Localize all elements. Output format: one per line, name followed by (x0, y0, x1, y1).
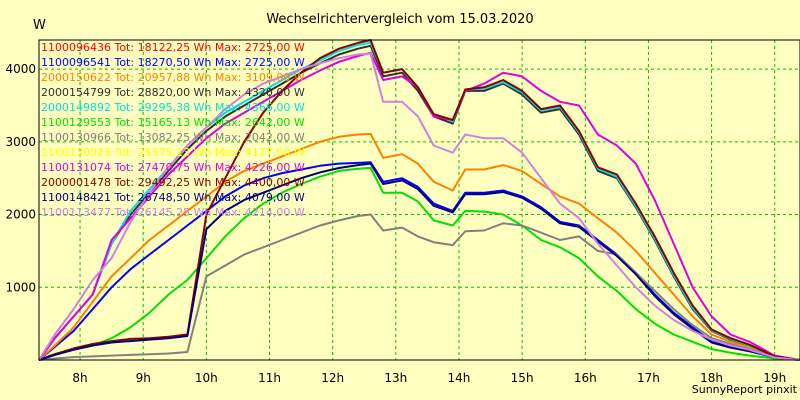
series-line-2000001478 (38, 39, 800, 361)
axis-ticks: 8h 9h 10h 11h 12h 13h 14h 15h 16h 17h 18h 19h 1000 20… (5, 62, 786, 385)
legend-entry-1100096436: 1100096436 Tot: 18122,25 Wh Max: 2725,00… (41, 41, 305, 54)
chart-title: Wechselrichtervergleich vom 15.03.2020 (266, 12, 533, 27)
legend-entry-2000149892: 2000149892 Tot: 29295,38 Wh Max: 4366,00… (41, 101, 305, 114)
y-tick-label: 2000 (5, 208, 36, 222)
gridlines (39, 40, 800, 360)
x-tick-label: 17h (637, 371, 660, 385)
x-tick-label: 12h (321, 371, 344, 385)
x-tick-label: 8h (72, 371, 87, 385)
series-line-1100096541 (38, 161, 800, 361)
series-line-1100131074 (38, 51, 800, 361)
footer-credit: SunnyReport pinxit (692, 383, 798, 396)
series-line-1100129553 (38, 166, 800, 361)
y-tick-label: 1000 (5, 280, 36, 294)
x-tick-label: 14h (448, 371, 471, 385)
x-tick-label: 16h (574, 371, 597, 385)
series-line-2000150622 (38, 132, 800, 361)
series-line-1100148421 (38, 162, 800, 361)
series-line-1100130966 (38, 213, 800, 361)
x-tick-label: 9h (136, 371, 151, 385)
legend-entry-2000154799: 2000154799 Tot: 28820,00 Wh Max: 4320,00… (41, 86, 305, 99)
legend-entry-1100131074: 1100131074 Tot: 27470,75 Wh Max: 4226,00… (41, 161, 305, 174)
legend-entry-1100096541: 1100096541 Tot: 18270,50 Wh Max: 2725,00… (41, 56, 305, 69)
x-tick-label: 18h (700, 371, 723, 385)
legend: 1100096436 Tot: 18122,25 Wh Max: 2725,00… (41, 41, 305, 219)
legend-entry-1100130966: 1100130966 Tot: 13082,25 Wh Max: 2042,00… (41, 131, 305, 144)
x-tick-label: 15h (511, 371, 534, 385)
x-tick-label: 13h (384, 371, 407, 385)
legend-entry-2000001478: 2000001478 Tot: 29492,25 Wh Max: 4400,00… (41, 176, 305, 189)
legend-entry-1100129553: 1100129553 Tot: 15165,13 Wh Max: 2642,00… (41, 116, 305, 129)
y-axis-unit: W (33, 18, 46, 33)
legend-entry-1100130025: 1100130025 Tot: 25575,13 Wh Max: 4177,00… (41, 146, 305, 159)
y-tick-label: 3000 (5, 135, 36, 149)
x-tick-label: 10h (195, 371, 218, 385)
plot-frame (38, 39, 800, 361)
legend-entry-1100148421: 1100148421 Tot: 26748,50 Wh Max: 4079,00… (41, 191, 305, 204)
series-lines (38, 39, 800, 361)
x-tick-label: 11h (258, 371, 281, 385)
series-line-1100113477 (38, 52, 800, 361)
legend-entry-2000150622: 2000150622 Tot: 20957,88 Wh Max: 3109,00… (41, 71, 305, 84)
legend-entry-1100113477: 1100113477 Tot: 26145,25 Wh Max: 4214,00… (41, 206, 305, 219)
x-tick-label: 19h (763, 371, 786, 385)
y-tick-label: 4000 (5, 62, 36, 76)
